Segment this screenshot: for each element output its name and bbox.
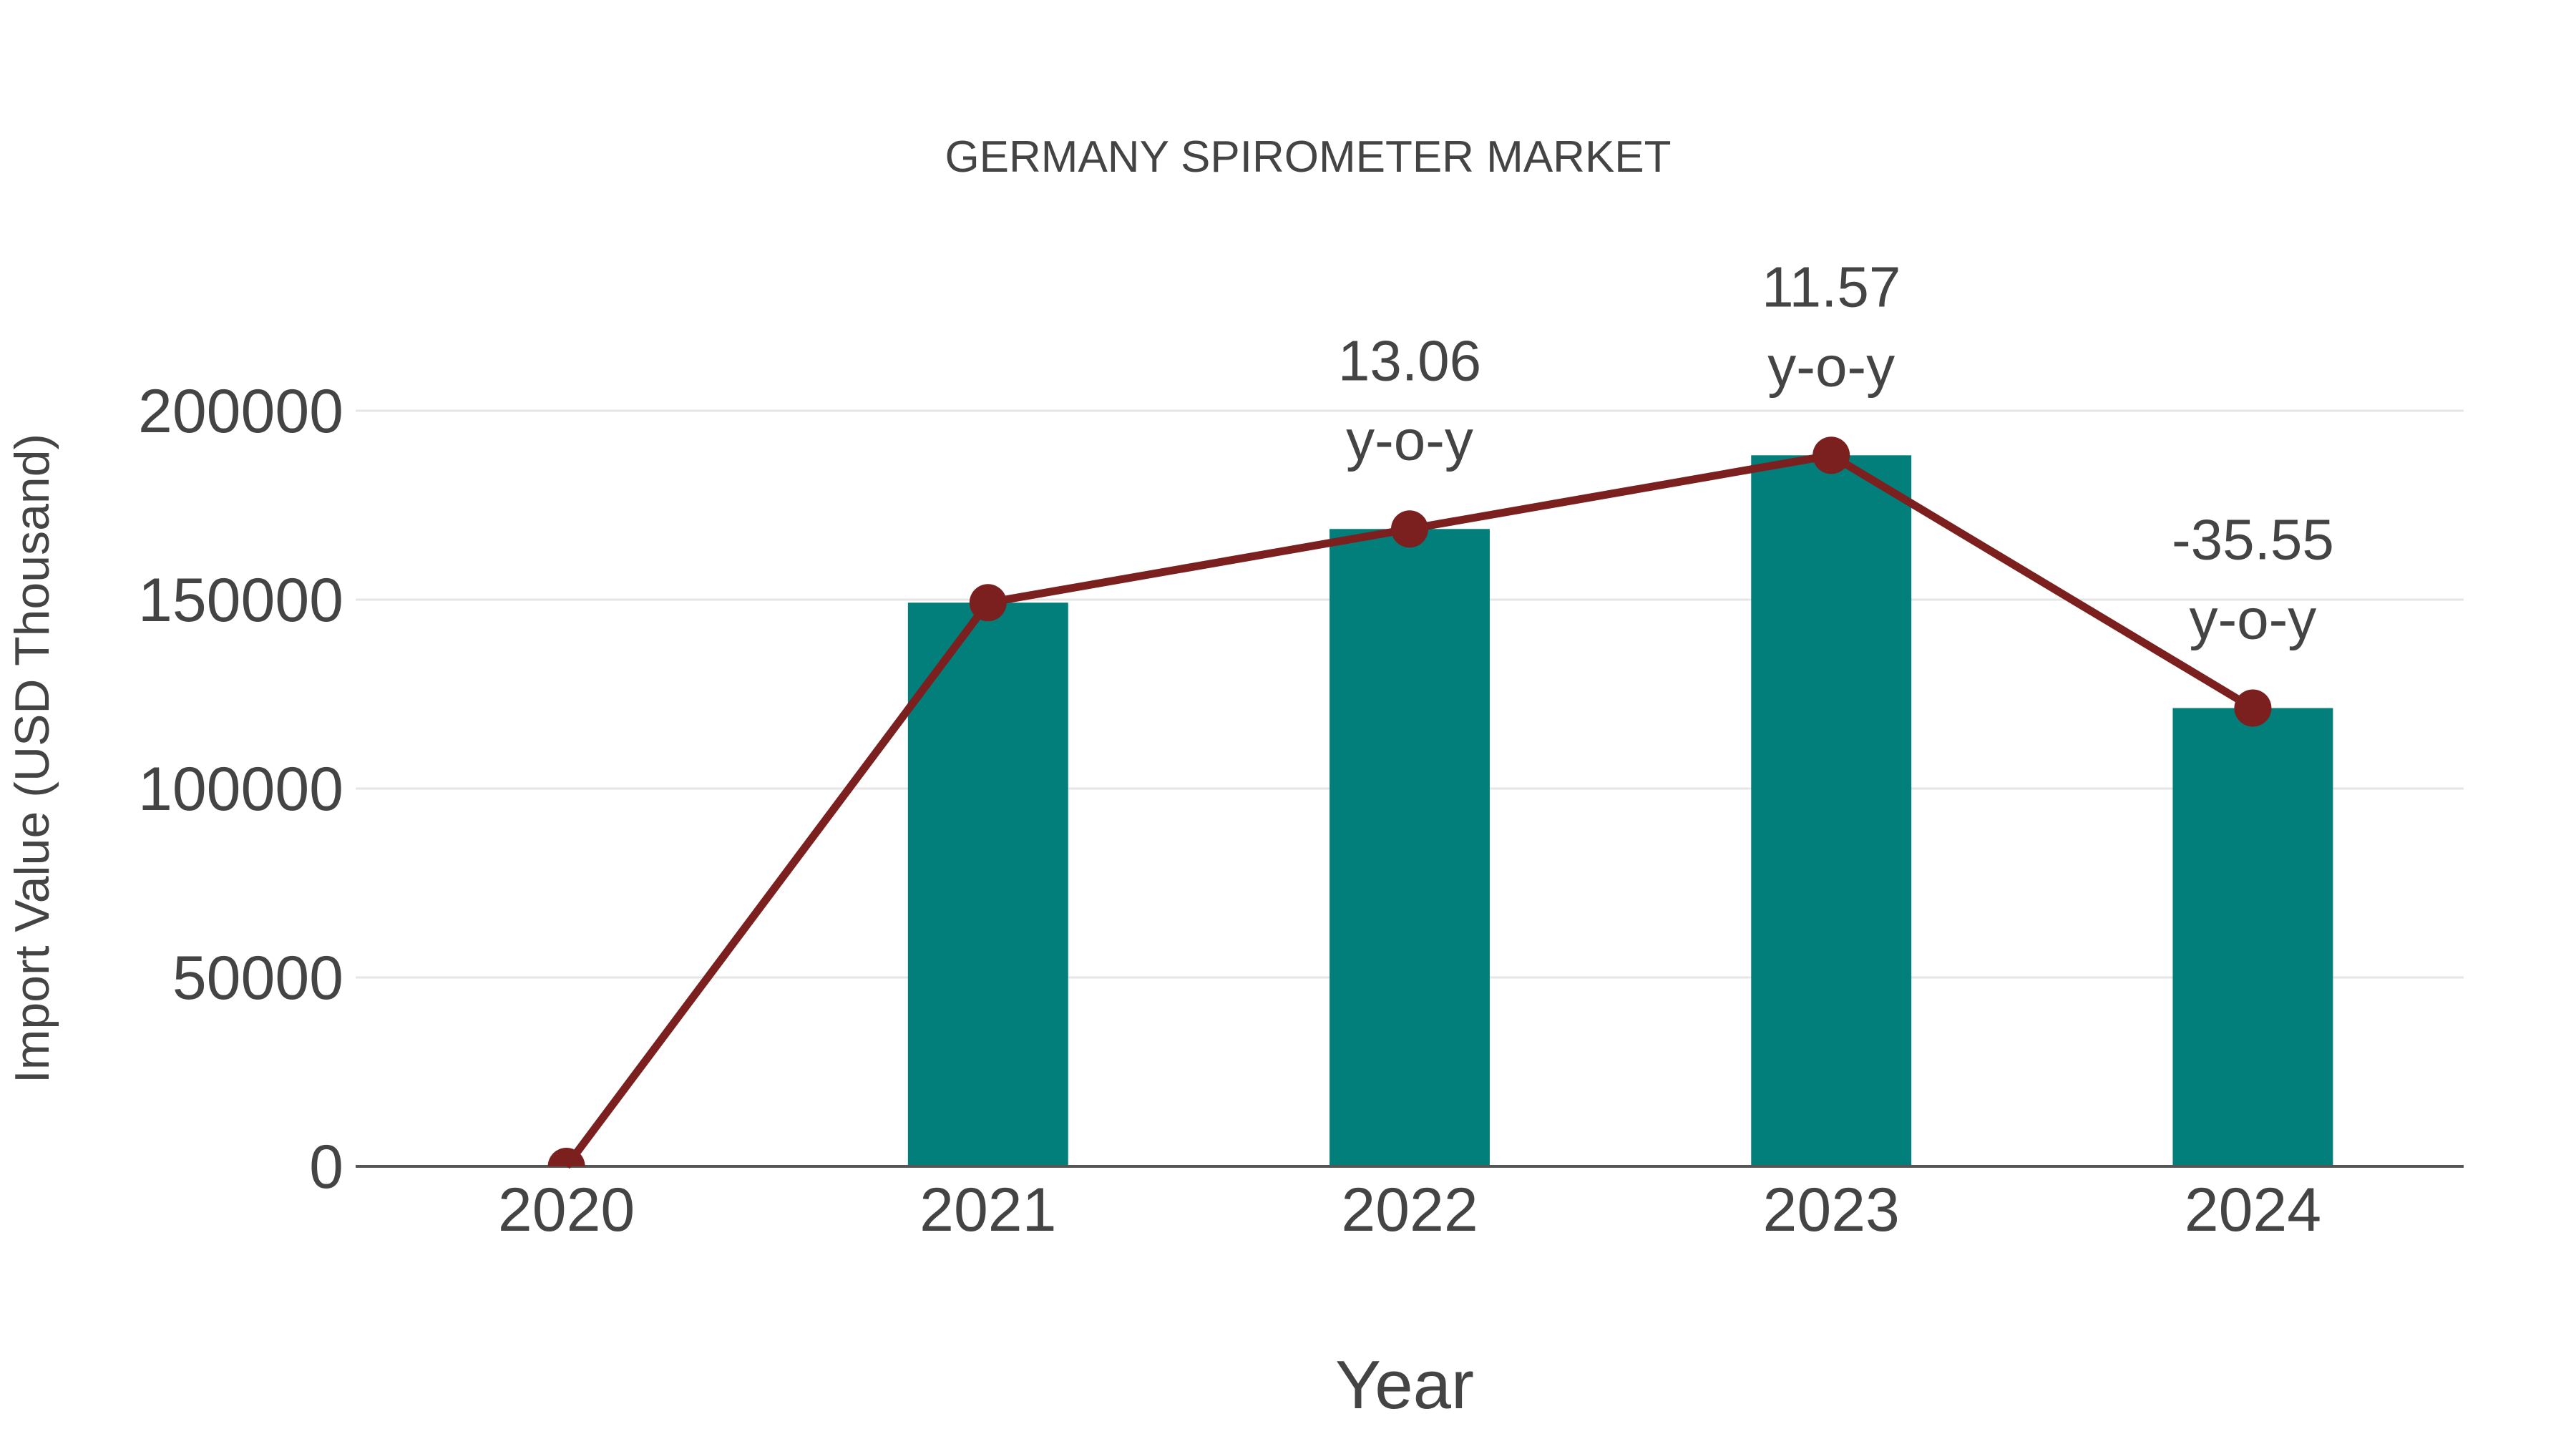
x-tick-label: 2023 xyxy=(1763,1176,1900,1244)
x-tick-label: 2020 xyxy=(498,1176,635,1244)
yoy-suffix: y-o-y xyxy=(1346,408,1473,472)
yoy-value: -35.55 xyxy=(2172,508,2334,572)
marker-2024[interactable] xyxy=(2234,689,2272,727)
bar-series xyxy=(907,455,2333,1166)
bar-2021[interactable] xyxy=(907,602,1068,1166)
y-tick-label: 50000 xyxy=(172,944,343,1013)
yoy-suffix: y-o-y xyxy=(2190,587,2317,651)
y-tick-label: 100000 xyxy=(138,755,343,824)
marker-2021[interactable] xyxy=(969,584,1007,622)
x-axis-tick-labels: 2020 2021 2022 2023 2024 xyxy=(498,1176,2321,1244)
marker-2020[interactable] xyxy=(547,1148,585,1185)
y-tick-label: 0 xyxy=(309,1133,343,1201)
yoy-suffix: y-o-y xyxy=(1767,334,1895,398)
marker-2023[interactable] xyxy=(1813,436,1850,474)
marker-2022[interactable] xyxy=(1391,510,1428,548)
x-tick-label: 2022 xyxy=(1341,1176,1478,1244)
y-axis-title: Import Value (USD Thousand) xyxy=(5,434,59,1083)
bar-2023[interactable] xyxy=(1751,455,1912,1166)
y-tick-label: 150000 xyxy=(138,566,343,635)
bar-2022[interactable] xyxy=(1330,529,1490,1166)
line-series xyxy=(547,436,2272,1185)
yoy-value: 13.06 xyxy=(1338,328,1481,392)
y-tick-label: 200000 xyxy=(138,377,343,446)
y-axis-tick-labels: 0 50000 100000 150000 200000 xyxy=(138,377,343,1201)
chart-title: GERMANY SPIROMETER MARKET xyxy=(945,132,1671,182)
x-axis-title: Year xyxy=(1335,1347,1474,1423)
yoy-annotations: 13.06 y-o-y 11.57 y-o-y -35.55 y-o-y xyxy=(1338,255,2334,650)
x-tick-label: 2024 xyxy=(2185,1176,2321,1244)
bar-2024[interactable] xyxy=(2172,708,2333,1166)
x-tick-label: 2021 xyxy=(919,1176,1056,1244)
yoy-value: 11.57 xyxy=(1762,255,1901,318)
